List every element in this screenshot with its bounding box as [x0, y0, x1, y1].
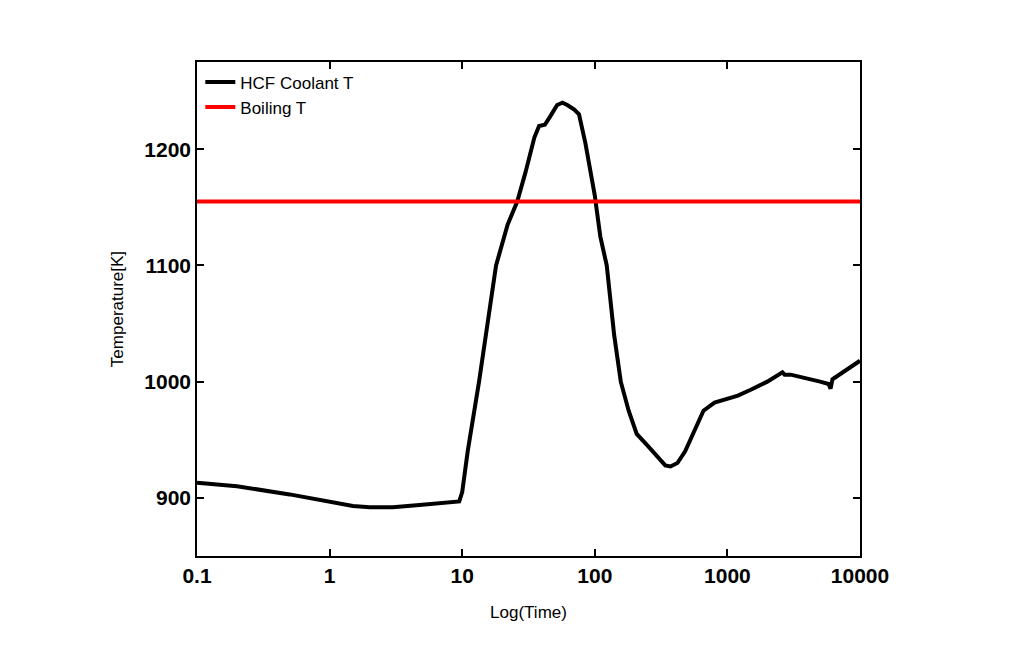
svg-text:Boiling T: Boiling T [240, 99, 306, 118]
svg-text:HCF Coolant T: HCF Coolant T [240, 74, 353, 93]
svg-text:900: 900 [156, 486, 191, 509]
svg-text:1: 1 [324, 564, 336, 587]
svg-text:1000: 1000 [144, 370, 191, 393]
svg-text:Temperature[K]: Temperature[K] [108, 251, 127, 367]
svg-text:1000: 1000 [704, 564, 751, 587]
svg-text:1200: 1200 [144, 138, 191, 161]
svg-text:10000: 10000 [831, 564, 889, 587]
svg-text:100: 100 [577, 564, 612, 587]
svg-text:0.1: 0.1 [182, 564, 212, 587]
svg-text:Log(Time): Log(Time) [490, 603, 567, 622]
svg-text:10: 10 [451, 564, 474, 587]
svg-text:1100: 1100 [145, 254, 191, 277]
